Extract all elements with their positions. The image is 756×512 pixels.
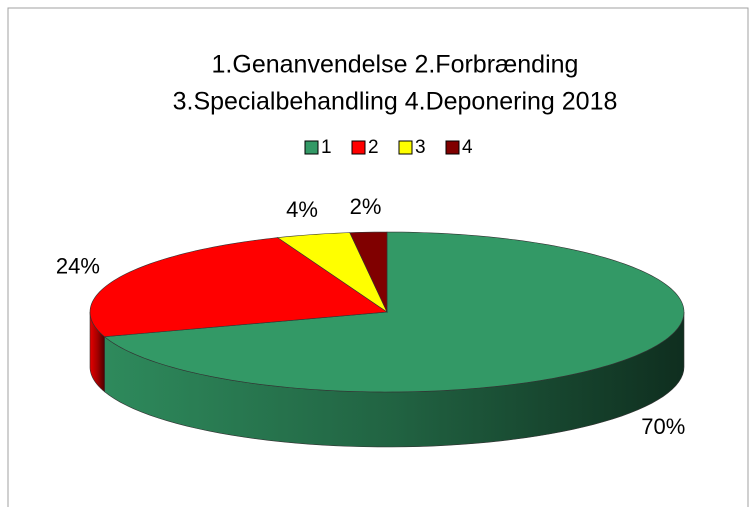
legend-swatch <box>351 140 366 155</box>
legend-swatch <box>398 140 413 155</box>
chart-border <box>7 7 749 507</box>
legend-label: 2 <box>368 137 379 158</box>
data-label: 2% <box>350 194 382 219</box>
legend-swatch <box>304 140 319 155</box>
legend-swatch <box>445 140 460 155</box>
data-label: 4% <box>286 197 318 222</box>
chart-title: 1.Genanvendelse 2.Forbrænding <box>212 51 579 79</box>
legend-label: 3 <box>415 137 426 158</box>
pie-slice <box>103 231 685 393</box>
legend-label: 1 <box>321 137 332 158</box>
data-label: 70% <box>641 414 685 439</box>
chart-title: 3.Specialbehandling 4.Deponering 2018 <box>173 88 618 116</box>
pie-slice <box>89 237 388 338</box>
data-label: 24% <box>56 254 100 279</box>
legend-label: 4 <box>462 137 473 158</box>
pie-slice <box>276 232 388 313</box>
pie-slice <box>349 231 388 313</box>
